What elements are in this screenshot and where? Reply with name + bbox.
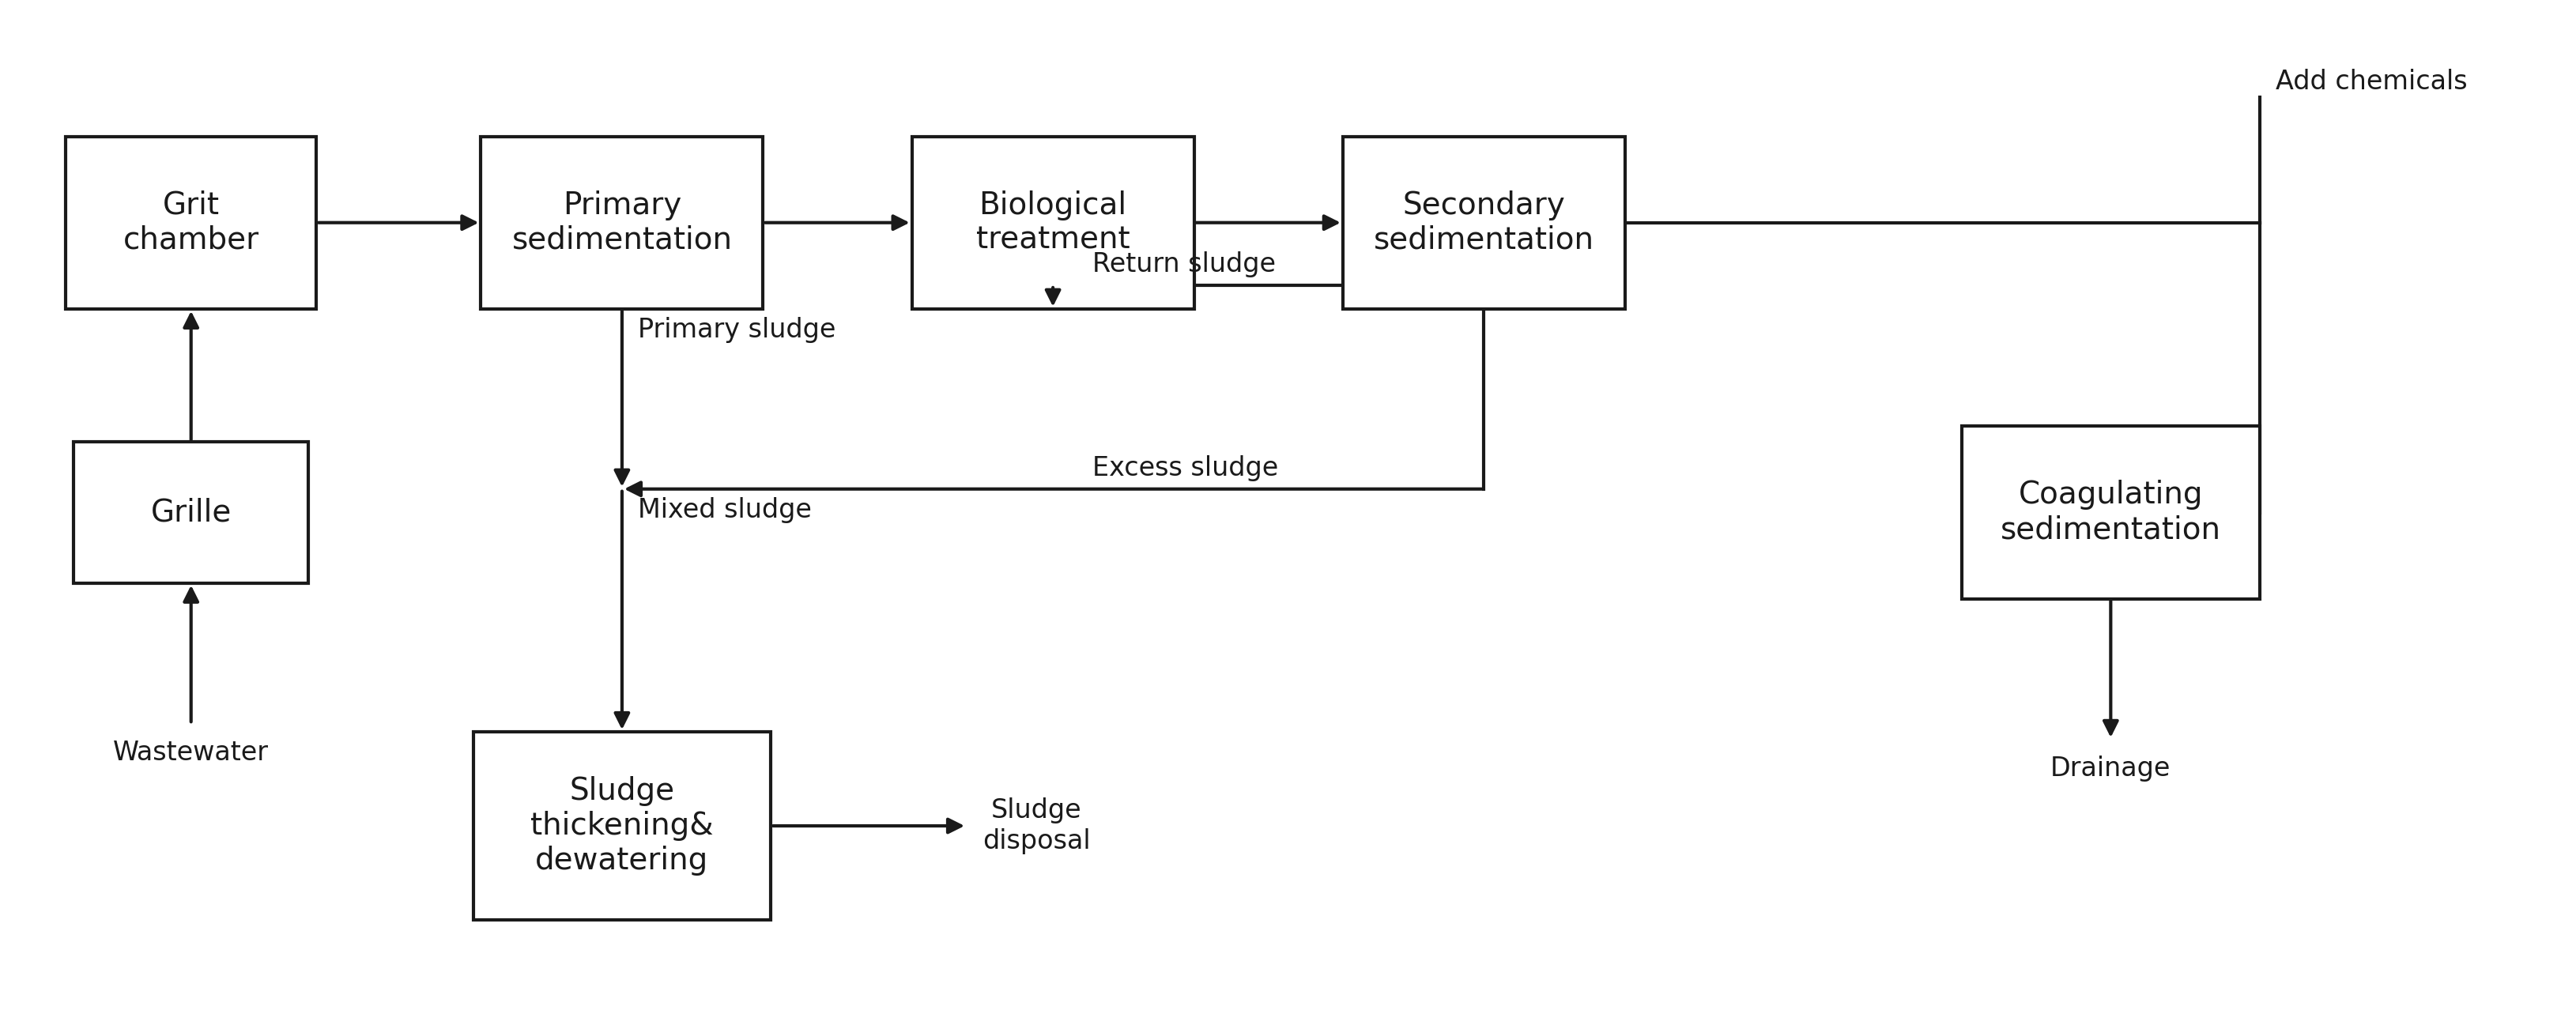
Text: Drainage: Drainage [2050, 755, 2172, 781]
Text: Wastewater: Wastewater [113, 740, 268, 766]
Text: Grit
chamber: Grit chamber [124, 191, 260, 255]
Text: Sludge
thickening&
dewatering: Sludge thickening& dewatering [531, 776, 714, 875]
Bar [1963, 426, 2259, 599]
Text: Excess sludge: Excess sludge [1092, 455, 1278, 481]
Bar [474, 732, 770, 919]
Text: Coagulating
sedimentation: Coagulating sedimentation [2002, 480, 2221, 545]
Text: Sludge
disposal: Sludge disposal [981, 797, 1090, 854]
Text: Add chemicals: Add chemicals [2275, 69, 2468, 94]
Bar [75, 442, 309, 583]
Text: Return sludge: Return sludge [1092, 251, 1275, 278]
Text: Biological
treatment: Biological treatment [976, 191, 1131, 255]
Bar [482, 136, 762, 309]
Text: Grille: Grille [149, 497, 232, 528]
Bar [64, 136, 317, 309]
Text: Primary sludge: Primary sludge [639, 317, 835, 342]
Text: Secondary
sedimentation: Secondary sedimentation [1373, 191, 1595, 255]
Text: Primary
sedimentation: Primary sedimentation [513, 191, 732, 255]
Text: Mixed sludge: Mixed sludge [639, 497, 811, 523]
Bar [1342, 136, 1625, 309]
Bar [912, 136, 1193, 309]
